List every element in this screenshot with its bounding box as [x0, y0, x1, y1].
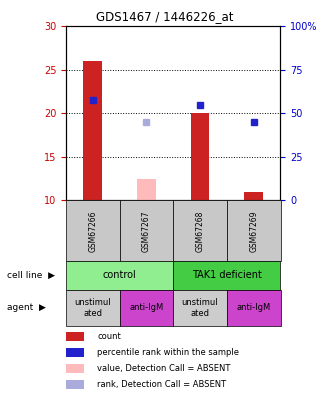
- Bar: [83, 61, 102, 200]
- Bar: [137, 179, 156, 200]
- Text: cell line  ▶: cell line ▶: [7, 271, 54, 280]
- Text: GSM67269: GSM67269: [249, 210, 258, 252]
- Text: percentile rank within the sample: percentile rank within the sample: [97, 348, 239, 357]
- Text: rank, Detection Call = ABSENT: rank, Detection Call = ABSENT: [97, 380, 226, 389]
- Text: GSM67267: GSM67267: [142, 210, 151, 252]
- Text: anti-IgM: anti-IgM: [237, 303, 271, 312]
- Text: TAK1 deficient: TAK1 deficient: [192, 271, 262, 280]
- Text: anti-IgM: anti-IgM: [129, 303, 164, 312]
- Bar: [191, 113, 210, 200]
- Text: control: control: [103, 271, 137, 280]
- Text: unstimul
ated: unstimul ated: [75, 298, 111, 318]
- Text: GDS1467 / 1446226_at: GDS1467 / 1446226_at: [96, 10, 234, 23]
- Text: unstimul
ated: unstimul ated: [182, 298, 218, 318]
- Text: GSM67266: GSM67266: [88, 210, 97, 252]
- Text: count: count: [97, 332, 121, 341]
- Bar: [244, 192, 263, 200]
- Text: GSM67268: GSM67268: [196, 210, 205, 252]
- Text: agent  ▶: agent ▶: [7, 303, 46, 312]
- Text: value, Detection Call = ABSENT: value, Detection Call = ABSENT: [97, 364, 231, 373]
